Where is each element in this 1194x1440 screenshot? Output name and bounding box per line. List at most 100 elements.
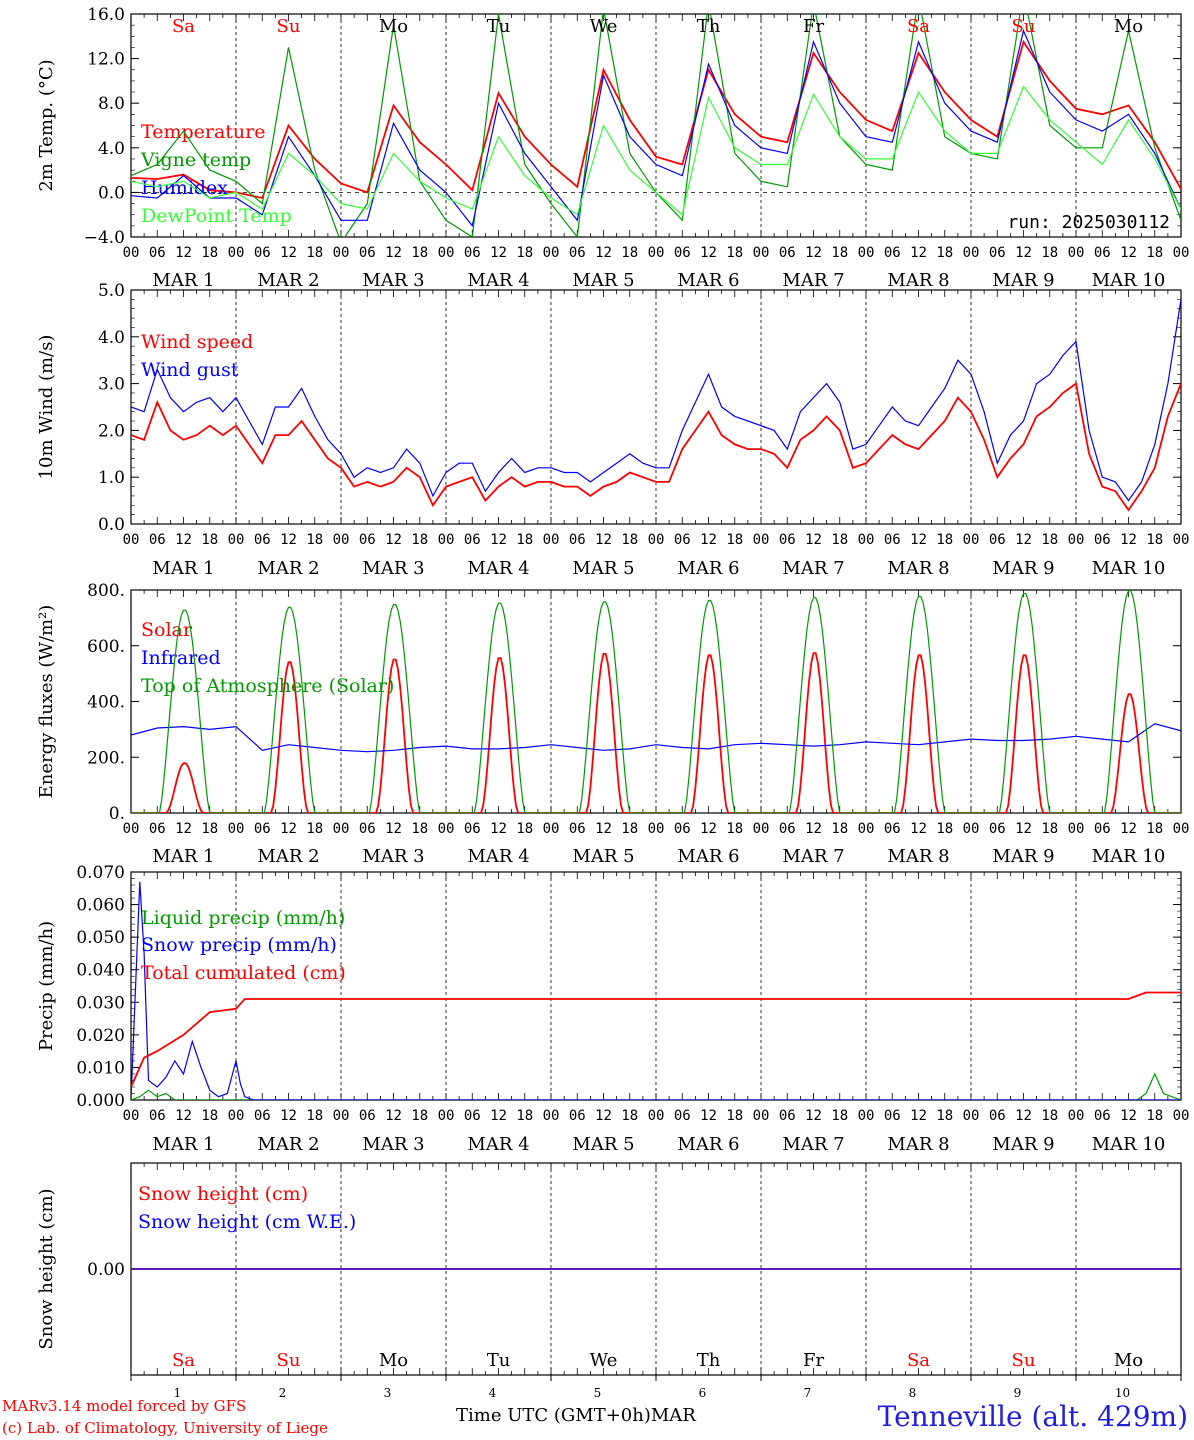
series-line-snow-precip-mm-h- [131, 881, 1181, 1100]
hour-label: 12 [805, 821, 822, 837]
hour-label: 00 [438, 245, 455, 261]
series-line-liquid-precip-mm-h- [131, 1072, 1181, 1100]
series-line-temperature [131, 39, 1181, 200]
hour-label: 12 [280, 532, 297, 548]
y-tick-label: 400. [87, 693, 125, 713]
hour-label: 18 [726, 821, 743, 837]
hour-label: 06 [884, 1108, 901, 1124]
y-tick-label: 0.040 [76, 961, 125, 981]
date-label: MAR 3 [362, 270, 424, 291]
hour-label: 06 [779, 821, 796, 837]
panel-2: 5.0 4.0 3.0 2.0 1.0 0.0 10m Wind (m/s) Wind spe… [36, 281, 1189, 579]
hour-label: 00 [648, 821, 665, 837]
legend-entry: Infrared [141, 647, 221, 669]
hour-label: 12 [385, 1108, 402, 1124]
hour-label: 00 [123, 245, 140, 261]
hour-label: 12 [490, 245, 507, 261]
hour-label: 18 [201, 821, 218, 837]
y-tick-label: 600. [87, 637, 125, 657]
hour-label: 12 [595, 821, 612, 837]
hour-label: 18 [831, 1108, 848, 1124]
hour-label: 18 [1146, 1108, 1163, 1124]
hour-label: 06 [989, 1108, 1006, 1124]
hour-label: 06 [1094, 532, 1111, 548]
hour-label: 18 [621, 1108, 638, 1124]
date-label: MAR 8 [887, 270, 949, 291]
y-tick-label: 0.060 [76, 896, 125, 916]
legend-entry: Vigne temp [140, 149, 251, 171]
hour-label: 00 [543, 1108, 560, 1124]
hour-label: 06 [254, 532, 271, 548]
panel-3: 800. 600. 400. 200. 0. Energy fluxes (W/m²) So… [36, 581, 1189, 867]
hour-label: 18 [306, 532, 323, 548]
date-label: MAR 1 [152, 1134, 214, 1155]
date-label: MAR 2 [257, 558, 319, 579]
hour-label: 00 [123, 532, 140, 548]
hour-label: 00 [858, 532, 875, 548]
date-label: MAR 10 [1092, 270, 1166, 291]
date-label: MAR 2 [257, 846, 319, 867]
hour-label: 18 [516, 1108, 533, 1124]
series-line-dewpoint-temp [131, 85, 1181, 216]
hour-label: 12 [700, 821, 717, 837]
panel-5: 0.00 Snow height (cm) Snow height (cm) Snow… [36, 1162, 1182, 1400]
day-name: Sa [907, 1350, 930, 1371]
hour-label: 12 [805, 1108, 822, 1124]
hour-label: 06 [779, 532, 796, 548]
hour-label: 06 [149, 245, 166, 261]
panel-4: 0.070 0.060 0.050 0.040 0.030 0.020 0.010 0.000… [36, 863, 1189, 1155]
hour-label: 00 [123, 821, 140, 837]
hour-label: 00 [438, 1108, 455, 1124]
day-name: Sa [172, 1350, 195, 1371]
hour-label: 06 [884, 821, 901, 837]
legend-entry: Snow height (cm W.E.) [138, 1211, 356, 1233]
date-label: MAR 5 [572, 846, 634, 867]
hour-label: 06 [254, 245, 271, 261]
y-tick-label: 0. [109, 804, 125, 824]
date-label: MAR 7 [782, 846, 844, 867]
hour-label: 12 [805, 532, 822, 548]
hour-label: 00 [333, 821, 350, 837]
hour-label: 18 [1041, 532, 1058, 548]
date-label: MAR 8 [887, 846, 949, 867]
day-name: We [590, 16, 618, 37]
hour-label: 18 [516, 821, 533, 837]
day-name: Tu [487, 16, 511, 37]
hour-label: 00 [648, 1108, 665, 1124]
y-tick-label: 0.000 [76, 1091, 125, 1111]
y-tick-label: −4.0 [84, 228, 125, 248]
date-label: MAR 6 [677, 270, 739, 291]
hour-label: 06 [674, 821, 691, 837]
y-tick-label: 3.0 [98, 375, 125, 395]
hour-label: 18 [726, 1108, 743, 1124]
day-name: Mo [379, 1350, 408, 1371]
hour-label: 00 [333, 245, 350, 261]
hour-label: 12 [910, 245, 927, 261]
hour-label: 12 [175, 532, 192, 548]
y-tick-label: 4.0 [98, 139, 125, 159]
day-name: Sa [907, 16, 930, 37]
day-name: Su [1012, 1350, 1036, 1371]
day-name: Mo [379, 16, 408, 37]
hour-label: 18 [936, 1108, 953, 1124]
hour-label: 06 [254, 821, 271, 837]
hour-label: 06 [674, 1108, 691, 1124]
y-tick-label: 800. [87, 581, 125, 601]
hour-label: 06 [569, 1108, 586, 1124]
date-label: MAR 6 [677, 846, 739, 867]
y-tick-label: 0.070 [76, 863, 125, 883]
day-number: 5 [594, 1386, 602, 1400]
hour-label: 06 [1094, 821, 1111, 837]
date-label: MAR 4 [467, 270, 529, 291]
hour-label: 06 [989, 821, 1006, 837]
day-number: 9 [1014, 1386, 1022, 1400]
hour-label: 00 [753, 245, 770, 261]
hour-label: 06 [779, 1108, 796, 1124]
x-axis-title: Time UTC (GMT+0h)MAR [456, 1405, 696, 1426]
day-number: 4 [489, 1386, 497, 1400]
hour-label: 12 [595, 245, 612, 261]
hour-label: 12 [700, 532, 717, 548]
legend-entry: Total cumulated (cm) [141, 962, 346, 984]
hour-label: 00 [123, 1108, 140, 1124]
hour-label: 00 [858, 245, 875, 261]
